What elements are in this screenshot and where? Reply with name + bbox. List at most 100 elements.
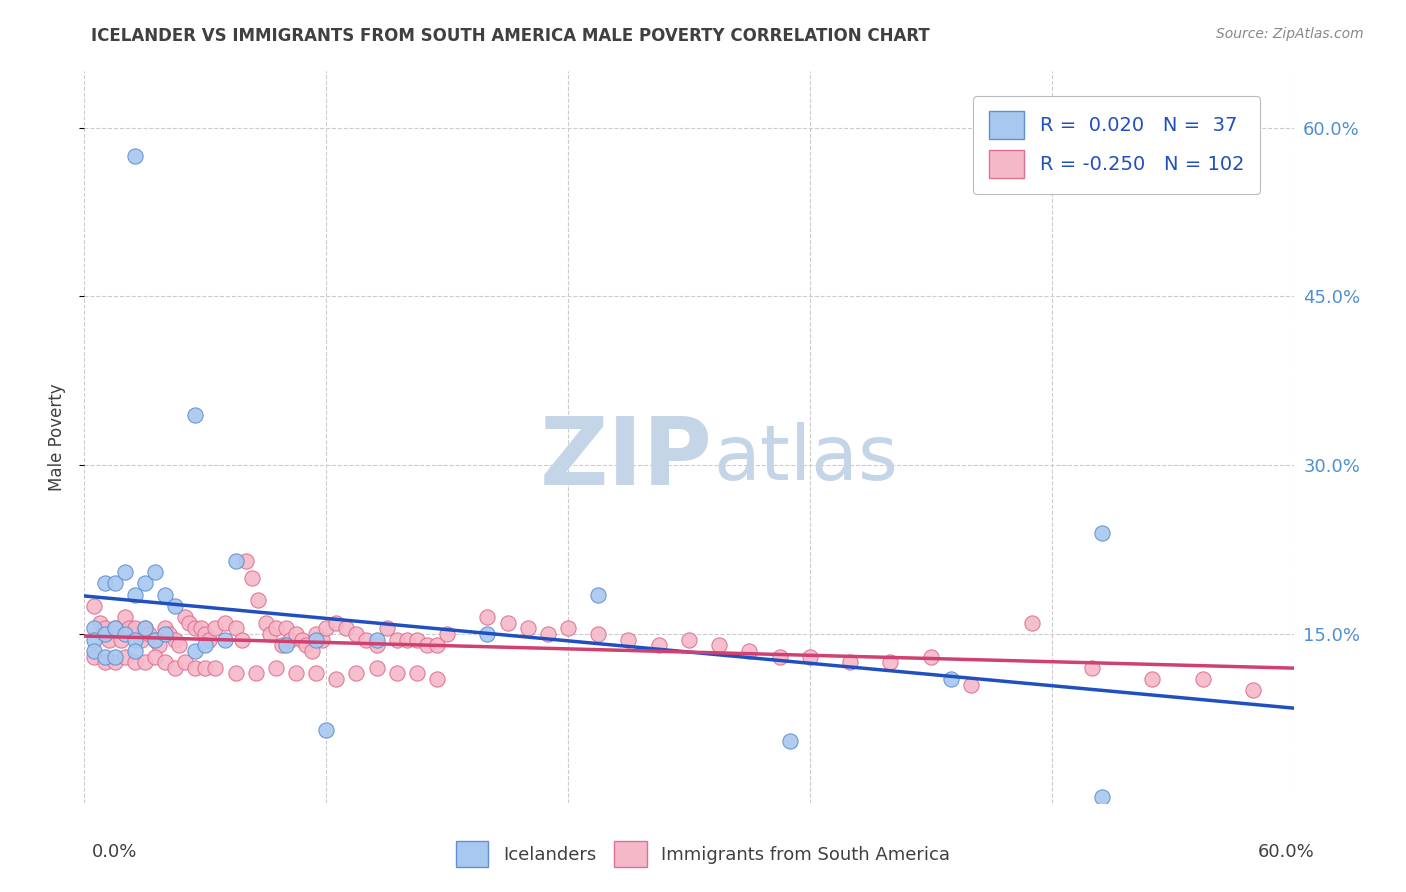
Point (278, 632, 301, 647)
Point (356, 632, 378, 647)
Point (960, 678, 983, 692)
Point (678, 632, 700, 647)
Point (315, 723, 337, 737)
Point (254, 615, 277, 630)
Point (153, 655, 176, 669)
Point (738, 644, 761, 658)
Point (366, 661, 388, 675)
Point (305, 666, 328, 681)
Point (93, 576, 115, 591)
Point (395, 632, 418, 647)
Point (134, 576, 156, 591)
Point (366, 632, 388, 647)
Point (214, 615, 236, 630)
Point (118, 621, 141, 635)
Point (1241, 683, 1264, 698)
Point (198, 632, 221, 647)
Point (274, 621, 297, 635)
Point (648, 638, 671, 652)
Y-axis label: Male Poverty: Male Poverty (48, 384, 66, 491)
Point (264, 621, 287, 635)
Point (311, 632, 333, 647)
Point (416, 638, 439, 652)
Point (124, 632, 146, 647)
Point (477, 610, 499, 624)
Point (799, 649, 821, 664)
Point (779, 734, 801, 748)
Point (346, 627, 368, 641)
Point (124, 149, 146, 163)
Point (114, 565, 136, 579)
Point (305, 627, 328, 641)
Point (1192, 672, 1215, 686)
Text: ZIP: ZIP (540, 413, 713, 505)
Point (174, 655, 197, 669)
Point (879, 655, 901, 669)
Point (557, 621, 579, 635)
Point (114, 649, 136, 664)
Point (157, 627, 180, 641)
Point (204, 621, 226, 635)
Point (246, 593, 269, 607)
Point (165, 599, 187, 613)
Point (167, 638, 190, 652)
Point (114, 610, 136, 624)
Text: atlas: atlas (713, 422, 898, 496)
Point (138, 627, 160, 641)
Point (335, 621, 357, 635)
Point (291, 632, 314, 647)
Point (477, 627, 499, 641)
Point (617, 632, 640, 647)
Point (134, 621, 156, 635)
Point (93, 655, 115, 669)
Point (385, 666, 408, 681)
Point (285, 666, 308, 681)
Point (325, 615, 347, 630)
Point (153, 627, 176, 641)
Point (134, 621, 156, 635)
Point (375, 621, 398, 635)
Point (143, 565, 166, 579)
Point (153, 588, 176, 602)
Point (83, 649, 105, 664)
Point (134, 655, 156, 669)
Point (426, 638, 449, 652)
Point (537, 627, 560, 641)
Point (83, 644, 105, 658)
Point (97, 632, 120, 647)
Text: 0.0%: 0.0% (91, 843, 136, 861)
Point (93, 627, 115, 641)
Point (385, 632, 408, 647)
Legend: Icelanders, Immigrants from South America: Icelanders, Immigrants from South Americ… (449, 834, 957, 874)
Point (839, 655, 862, 669)
Point (1091, 525, 1114, 540)
Point (588, 627, 610, 641)
Point (110, 632, 132, 647)
Point (184, 621, 207, 635)
Point (194, 627, 217, 641)
Point (285, 627, 308, 641)
Point (114, 627, 136, 641)
Point (165, 632, 187, 647)
Point (496, 615, 519, 630)
Point (194, 638, 217, 652)
Point (259, 627, 281, 641)
Point (426, 672, 449, 686)
Point (346, 666, 368, 681)
Point (184, 408, 207, 422)
Point (366, 638, 388, 652)
Point (190, 621, 212, 635)
Point (274, 638, 297, 652)
Point (124, 588, 146, 602)
Point (143, 632, 166, 647)
Point (83, 599, 105, 613)
Point (264, 661, 287, 675)
Point (301, 644, 323, 658)
Point (104, 649, 127, 664)
Point (143, 632, 166, 647)
Point (89, 615, 111, 630)
Point (1142, 672, 1164, 686)
Point (270, 638, 292, 652)
Point (174, 610, 197, 624)
Point (1021, 615, 1043, 630)
